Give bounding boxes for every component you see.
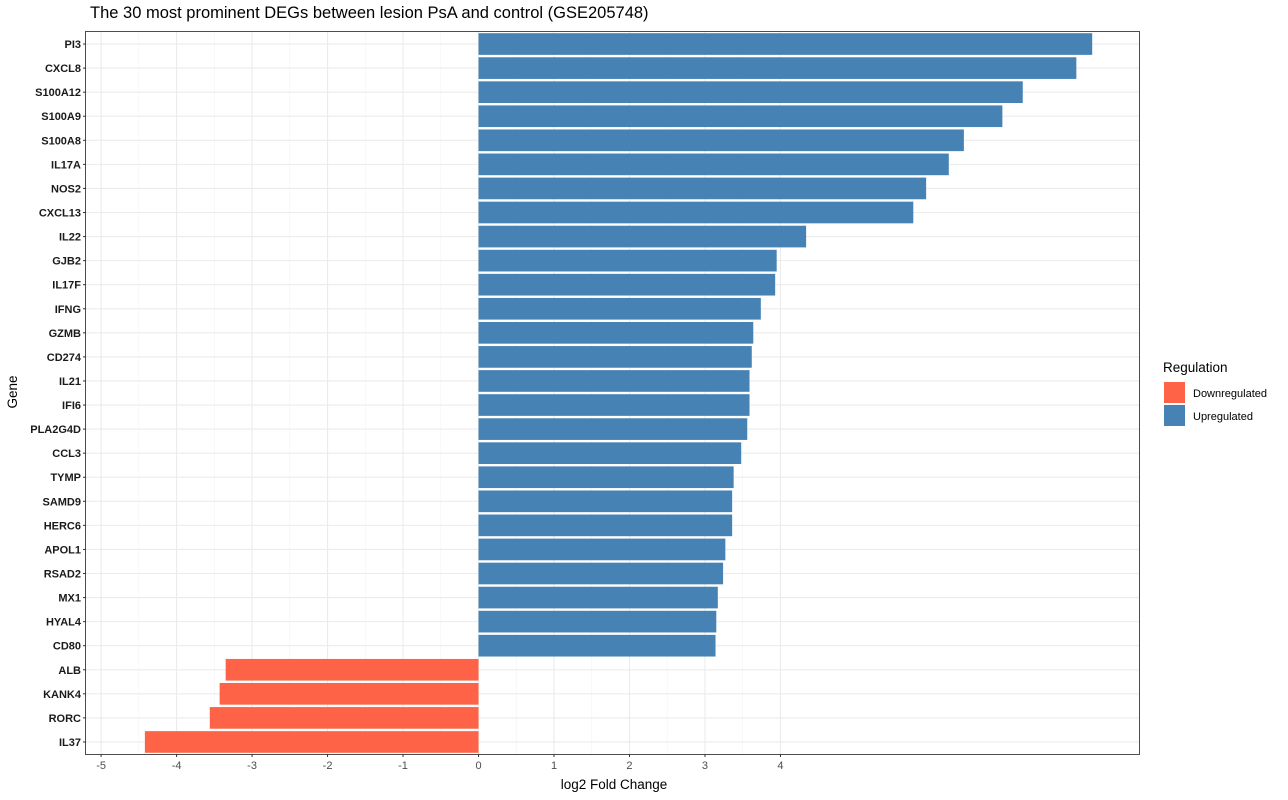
bar-mx1 — [478, 586, 718, 609]
chart-title: The 30 most prominent DEGs between lesio… — [90, 4, 649, 22]
x-tick-label: 2 — [626, 760, 632, 772]
bar-rsad2 — [478, 562, 724, 585]
legend-label: Upregulated — [1193, 411, 1253, 423]
y-tick-label: IL21 — [59, 376, 81, 388]
y-tick-label: IFNG — [55, 304, 81, 316]
y-tick-label: RSAD2 — [44, 569, 81, 581]
y-tick-label: CXCL13 — [39, 208, 81, 220]
y-tick-label: IL22 — [59, 232, 81, 244]
y-tick-label: IL17F — [52, 280, 81, 292]
x-tick-label: -4 — [172, 760, 182, 772]
y-tick-label: CD80 — [53, 641, 81, 653]
legend-label: Downregulated — [1193, 388, 1267, 400]
y-tick-label: SAMD9 — [42, 496, 81, 508]
legend: Regulation Downregulated Upregulated — [1163, 360, 1267, 426]
panel-border — [85, 31, 1140, 755]
bar-tymp — [478, 466, 734, 489]
bar-il21 — [478, 370, 750, 392]
y-tick-label: CD274 — [47, 352, 82, 364]
bar-rorc — [209, 707, 479, 729]
y-tick-label: IL17A — [51, 159, 81, 171]
y-tick-label: CXCL8 — [45, 63, 81, 75]
y-tick-label: RORC — [49, 713, 81, 725]
y-tick-label: S100A9 — [41, 111, 81, 123]
y-tick-label: GZMB — [49, 328, 81, 340]
bar-pi3 — [478, 33, 1093, 55]
bar-cd80 — [478, 634, 716, 657]
x-tick-label: 3 — [702, 760, 708, 772]
y-tick-label: KANK4 — [43, 689, 82, 701]
y-tick-label: CCL3 — [52, 448, 81, 460]
x-axis-title: log2 Fold Change — [561, 777, 668, 792]
y-tick-label: TYMP — [50, 472, 81, 484]
y-axis: PI3 CXCL8 S100A12 S100A9 S100A8 IL17A NOS2 CXCL… — [30, 39, 86, 749]
bar-alb — [225, 658, 479, 681]
bar-nos2 — [478, 177, 927, 200]
bar-pla2g4d — [478, 418, 748, 440]
bar-s100a8 — [478, 129, 964, 152]
x-tick-label: 0 — [475, 760, 481, 772]
bar-il17a — [478, 153, 949, 176]
y-tick-label: HYAL4 — [46, 617, 82, 629]
y-tick-label: IL37 — [59, 737, 81, 749]
y-tick-label: ALB — [58, 665, 81, 677]
bar-ifi6 — [478, 394, 750, 416]
y-axis-title: Gene — [5, 375, 20, 408]
y-tick-label: MX1 — [58, 593, 81, 605]
bar-cxcl13 — [478, 201, 914, 224]
bar-ccl3 — [478, 442, 742, 464]
legend-key-upregulated — [1164, 405, 1185, 426]
bar-kank4 — [219, 683, 479, 705]
bar-gzmb — [478, 322, 754, 344]
bar-s100a12 — [478, 81, 1023, 103]
bar-s100a9 — [478, 105, 1003, 128]
y-tick-label: PLA2G4D — [30, 424, 81, 436]
bar-hyal4 — [478, 610, 717, 633]
legend-key-downregulated — [1164, 382, 1185, 403]
bar-cxcl8 — [478, 57, 1077, 79]
bar-gjb2 — [478, 249, 777, 272]
y-tick-label: S100A12 — [35, 87, 81, 99]
x-tick-label: 4 — [777, 760, 783, 772]
bar-herc6 — [478, 514, 733, 537]
bar-ifng — [478, 297, 761, 320]
x-tick-label: 1 — [551, 760, 557, 772]
x-tick-label: -3 — [247, 760, 257, 772]
y-tick-label: IFI6 — [62, 400, 81, 412]
bar-samd9 — [478, 490, 733, 513]
x-tick-label: -5 — [96, 760, 106, 772]
bars-layer — [144, 33, 1093, 753]
y-tick-label: S100A8 — [41, 135, 81, 147]
x-tick-label: -2 — [323, 760, 333, 772]
bar-il17f — [478, 273, 776, 296]
x-tick-label: -1 — [398, 760, 408, 772]
y-tick-label: APOL1 — [44, 544, 81, 556]
legend-title: Regulation — [1163, 360, 1228, 375]
bar-cd274 — [478, 346, 752, 368]
legend-items: Downregulated Upregulated — [1164, 382, 1267, 426]
y-tick-label: GJB2 — [52, 256, 81, 268]
bar-apol1 — [478, 538, 726, 561]
y-tick-label: NOS2 — [51, 183, 81, 195]
bar-il37 — [144, 731, 479, 753]
x-axis: -5 -4 -3 -2 -1 0 1 2 3 4 — [96, 754, 784, 772]
y-tick-label: PI3 — [64, 39, 81, 51]
bar-il22 — [478, 225, 807, 248]
y-tick-label: HERC6 — [44, 520, 81, 532]
